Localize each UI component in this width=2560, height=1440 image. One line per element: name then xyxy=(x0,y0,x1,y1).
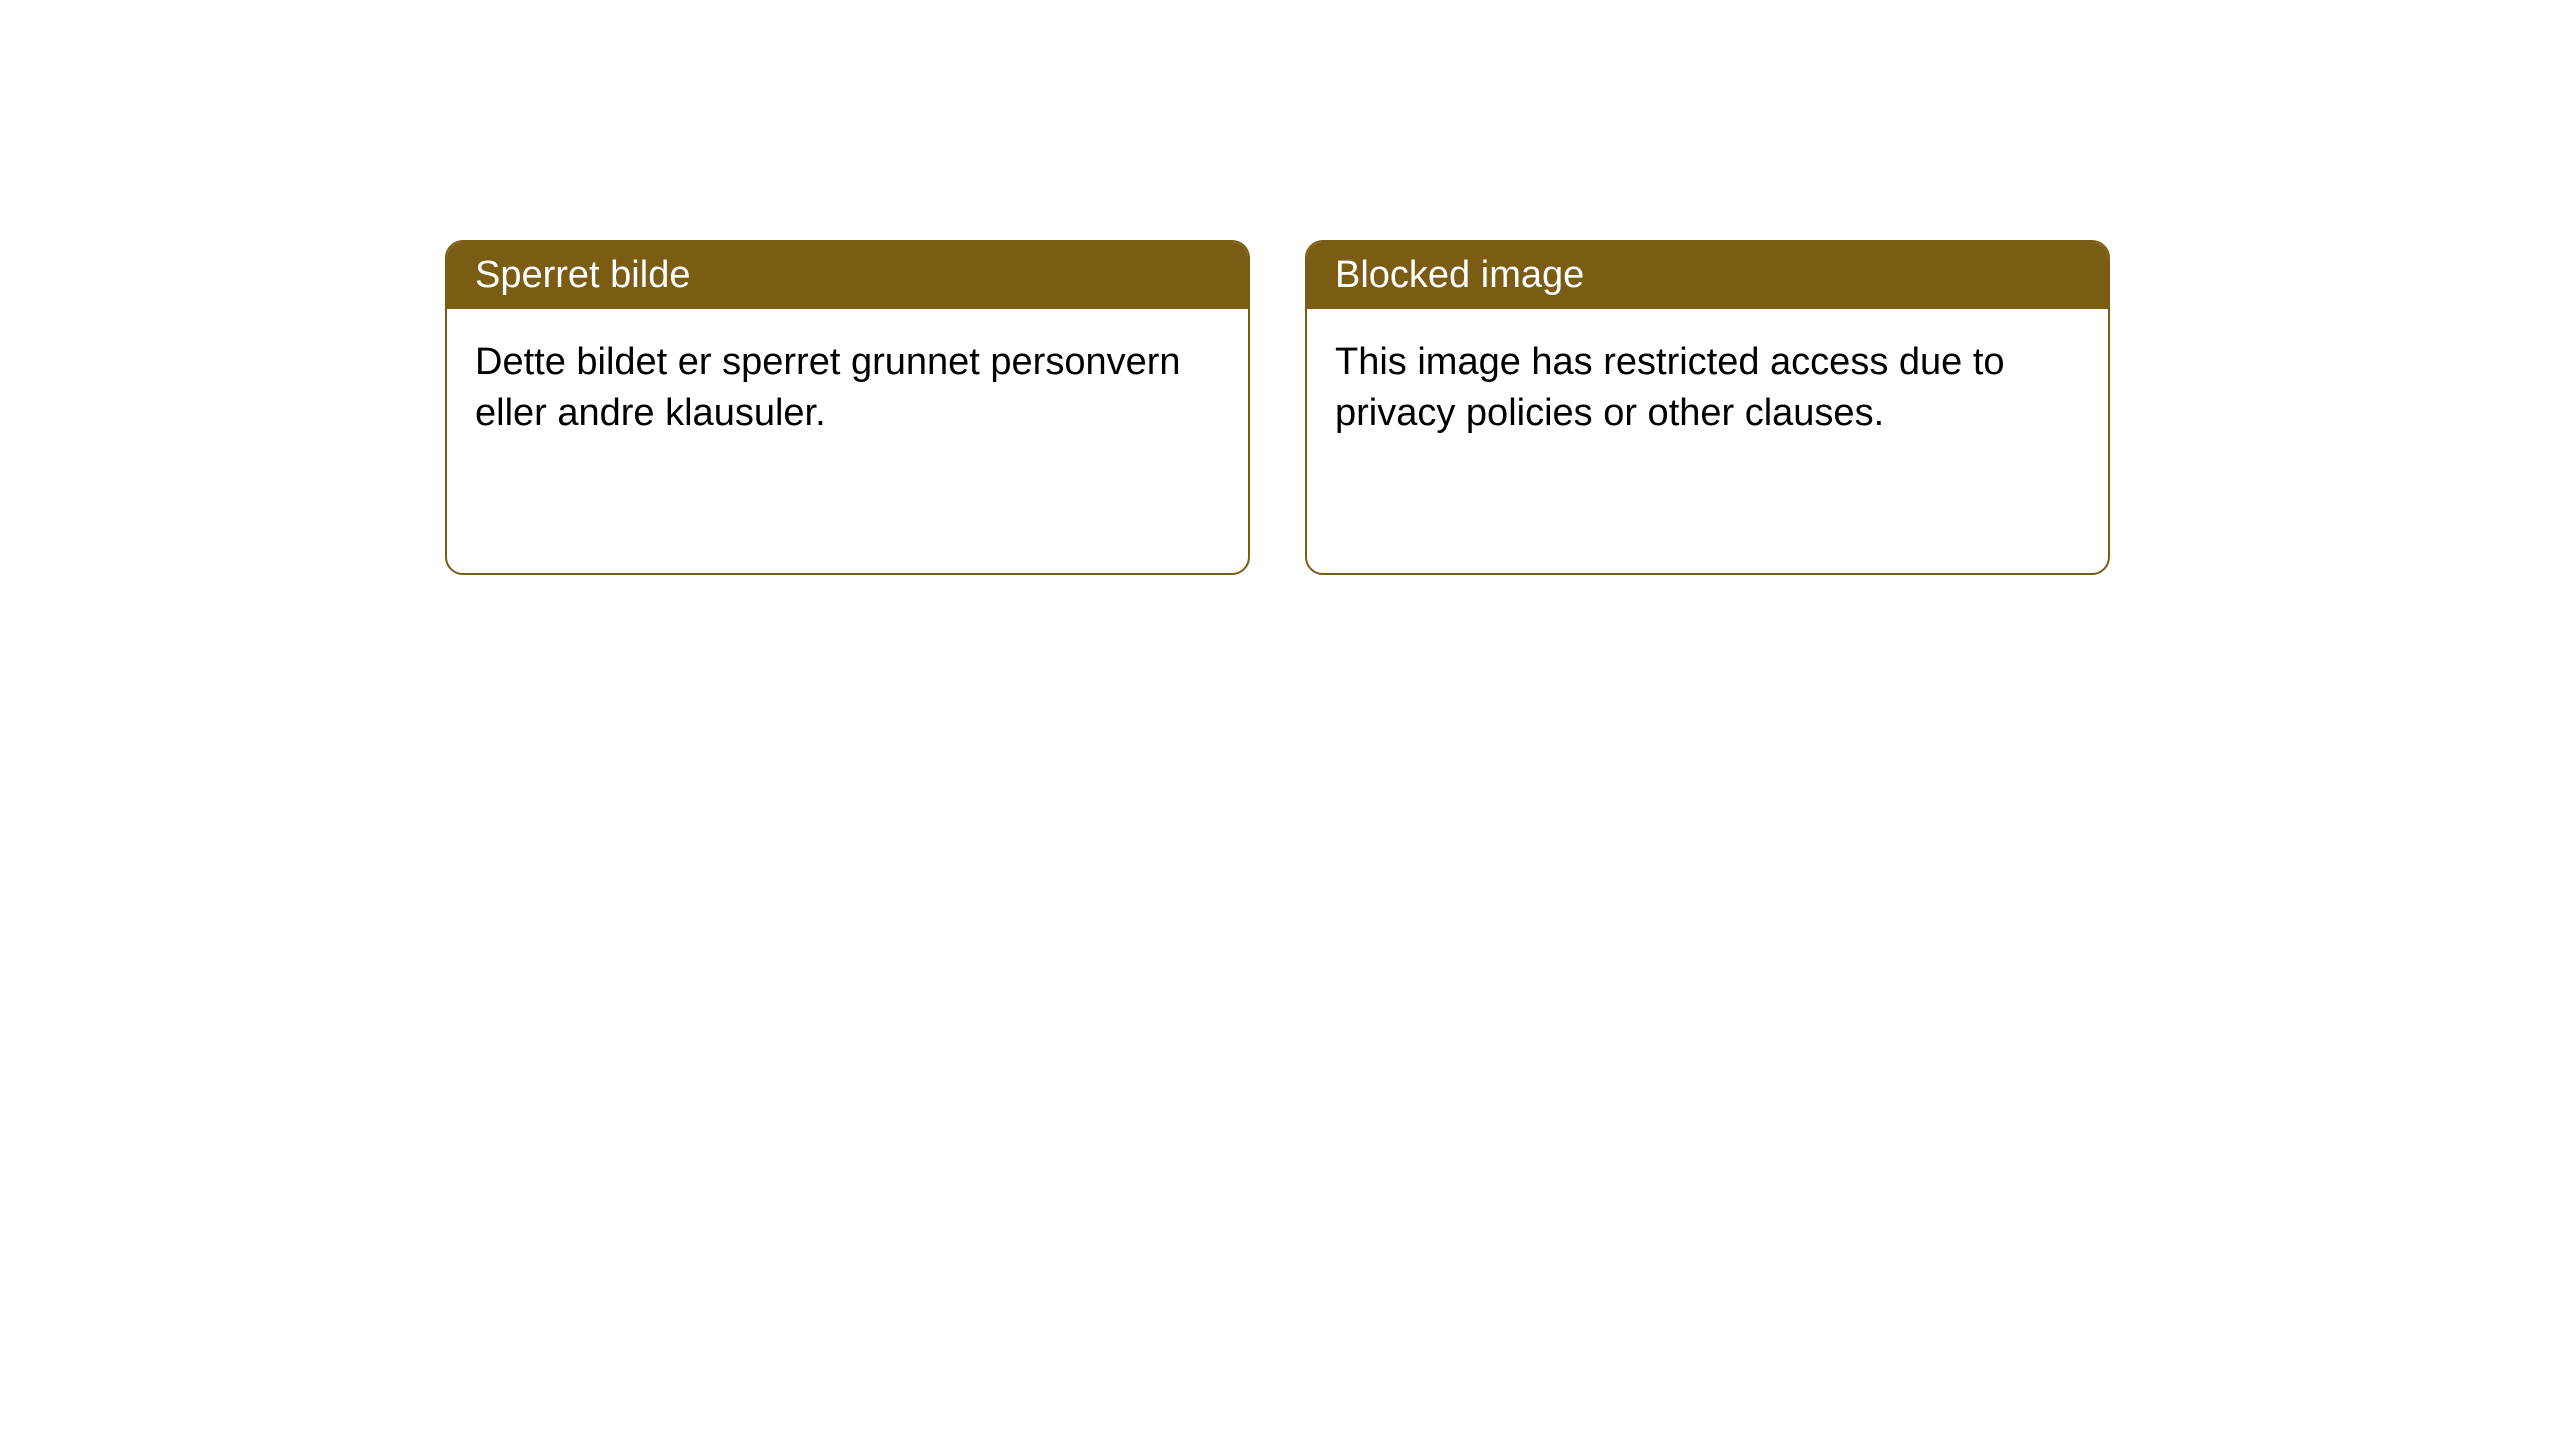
notice-box-norwegian: Sperret bilde Dette bildet er sperret gr… xyxy=(445,240,1250,575)
notice-box-english: Blocked image This image has restricted … xyxy=(1305,240,2110,575)
notice-body: This image has restricted access due to … xyxy=(1307,309,2108,468)
notices-container: Sperret bilde Dette bildet er sperret gr… xyxy=(0,0,2560,575)
notice-title: Sperret bilde xyxy=(475,254,690,296)
notice-title: Blocked image xyxy=(1335,254,1584,296)
notice-header: Sperret bilde xyxy=(447,242,1248,309)
notice-header: Blocked image xyxy=(1307,242,2108,309)
notice-message: Dette bildet er sperret grunnet personve… xyxy=(475,341,1181,434)
notice-body: Dette bildet er sperret grunnet personve… xyxy=(447,309,1248,468)
notice-message: This image has restricted access due to … xyxy=(1335,341,2005,434)
